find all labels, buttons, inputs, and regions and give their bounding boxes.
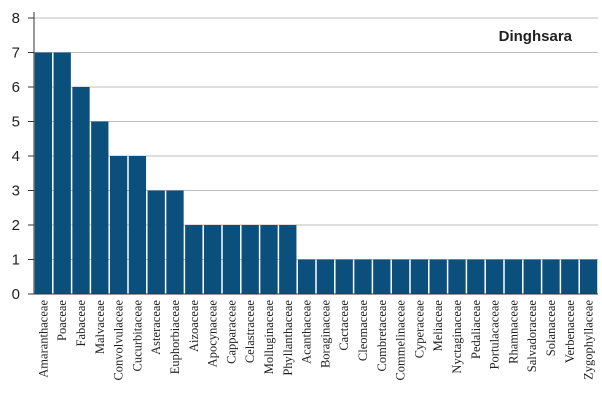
- x-tick-label: Convolvulaceae: [112, 300, 126, 381]
- bar: [241, 225, 259, 294]
- x-tick-label: Combretaceae: [375, 300, 389, 372]
- y-tick-label: 4: [12, 148, 20, 165]
- x-tick-label: Cyperaceae: [412, 300, 426, 359]
- y-tick-label: 2: [12, 217, 20, 234]
- x-tick-label: Poaceae: [55, 300, 69, 341]
- bar: [410, 259, 429, 294]
- x-tick-label: Acanthaceae: [300, 300, 314, 364]
- x-tick-labels: Amaranthaceae Poaceae Fabaceae Malvaceae Con…: [36, 300, 595, 381]
- bar: [448, 259, 466, 294]
- y-tick-label: 8: [12, 10, 20, 27]
- x-tick-label: Molluginaceae: [262, 300, 276, 375]
- x-tick-label: Fabaceae: [74, 300, 88, 347]
- bar: [373, 259, 391, 294]
- x-tick-label: Solanaceae: [544, 300, 558, 357]
- bars: [34, 52, 598, 294]
- x-tick-label: Zygophyllaceae: [582, 300, 596, 380]
- x-tick-label: Meliaceae: [431, 300, 445, 352]
- x-tick-label: Malvaceae: [93, 300, 107, 355]
- bar: [109, 156, 128, 294]
- x-tick-label: Celastraceae: [243, 300, 257, 364]
- x-tick-label: Verbenaceae: [563, 300, 577, 364]
- bar: [203, 225, 222, 294]
- bar: [91, 121, 109, 294]
- x-tick-label: Amaranthaceae: [36, 300, 50, 378]
- bar: [222, 225, 241, 294]
- bar: [128, 156, 147, 294]
- x-tick-label: Cucurbitaceae: [130, 300, 144, 372]
- bar: [297, 259, 316, 294]
- bar: [561, 259, 579, 294]
- x-tick-label: Pedaliaceae: [469, 300, 483, 359]
- x-tick-label: Capparaceae: [224, 300, 238, 364]
- x-tick-label: Phyllanthaceae: [281, 300, 295, 376]
- bar: [542, 259, 560, 294]
- x-tick-label: Nyctaginaceae: [450, 300, 464, 374]
- bar: [485, 259, 504, 294]
- x-tick-label: Salvadoraceae: [525, 300, 539, 373]
- bar: [185, 225, 203, 294]
- bar: [335, 259, 353, 294]
- x-tick-label: Asteraceae: [149, 300, 163, 355]
- bar: [53, 52, 71, 294]
- axes: [28, 12, 598, 295]
- x-tick-label: Cactaceae: [337, 300, 351, 351]
- bar: [429, 259, 447, 294]
- bar: [391, 259, 410, 294]
- bar: [504, 259, 523, 294]
- bar: [279, 225, 297, 294]
- bar: [523, 259, 541, 294]
- y-tick-label: 5: [12, 114, 20, 131]
- x-tick-label: Aizoaceae: [187, 300, 201, 352]
- bar: [260, 225, 278, 294]
- bar: [166, 190, 184, 294]
- bar: [579, 259, 598, 294]
- bar: [34, 52, 53, 294]
- x-tick-label: Rhamnaceae: [506, 300, 520, 364]
- y-tick-label: 0: [12, 286, 20, 303]
- x-tick-label: Boraginaceae: [318, 300, 332, 368]
- bar: [316, 259, 335, 294]
- bar: [354, 259, 372, 294]
- gridlines: [34, 17, 598, 260]
- y-tick-label: 1: [12, 252, 20, 269]
- y-tick-label: 6: [12, 79, 20, 96]
- bar: [72, 87, 90, 294]
- bar: [467, 259, 485, 294]
- y-tick-labels: 0 1 2 3 4 5 6 7 8: [12, 10, 20, 303]
- chart-title: Dinghsara: [499, 28, 573, 45]
- bar: [147, 190, 165, 294]
- x-tick-label: Commelinaceae: [394, 300, 408, 381]
- y-tick-label: 7: [12, 45, 20, 62]
- x-tick-label: Euphorbiaceae: [168, 300, 182, 375]
- x-tick-label: Cleomaceae: [356, 300, 370, 362]
- x-tick-label: Apocynaceae: [206, 300, 220, 368]
- x-tick-label: Portulacaceae: [488, 300, 502, 370]
- y-tick-label: 3: [12, 183, 20, 200]
